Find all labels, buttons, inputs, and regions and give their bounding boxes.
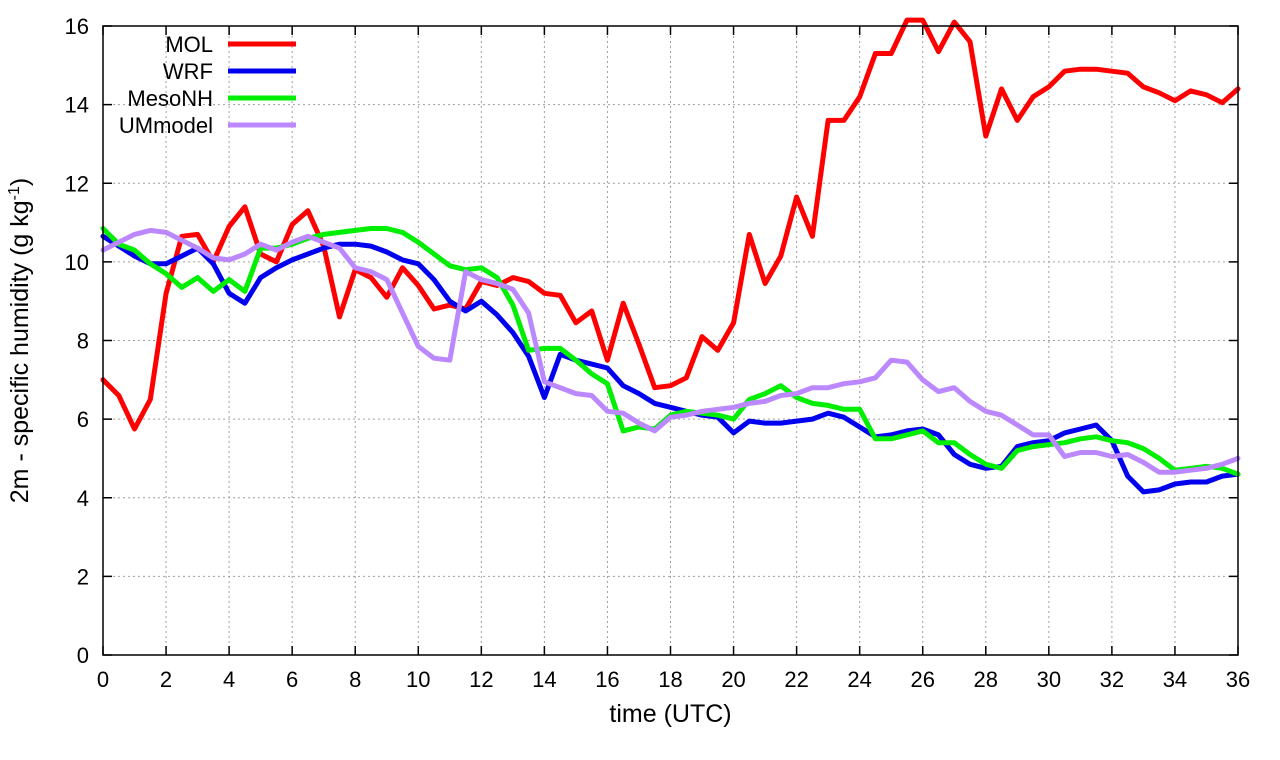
series-line-mol — [100, 17, 1241, 432]
x-tick-label: 20 — [721, 667, 745, 692]
y-tick-label: 8 — [77, 329, 89, 354]
y-axis-label: 2m - specific humidity (g kg-1) — [6, 178, 34, 503]
x-tick-label: 14 — [532, 667, 556, 692]
legend-label: MOL — [165, 32, 213, 57]
x-tick-label: 6 — [286, 667, 298, 692]
y-tick-label: 12 — [65, 171, 89, 196]
x-axis-label: time (UTC) — [609, 700, 731, 728]
legend-label: UMmodel — [119, 113, 213, 138]
grid — [103, 26, 1238, 655]
y-tick-label: 2 — [77, 564, 89, 589]
x-tick-label: 18 — [658, 667, 682, 692]
y-tick-label: 4 — [77, 486, 89, 511]
x-tick-label: 8 — [349, 667, 361, 692]
x-tick-label: 32 — [1100, 667, 1124, 692]
x-tick-label: 12 — [469, 667, 493, 692]
x-tick-label: 4 — [223, 667, 235, 692]
x-tick-label: 28 — [974, 667, 998, 692]
x-tick-label: 26 — [910, 667, 934, 692]
x-tick-label: 2 — [160, 667, 172, 692]
x-tick-label: 24 — [847, 667, 871, 692]
y-tick-label: 10 — [65, 250, 89, 275]
series-lines — [100, 17, 1241, 495]
x-tick-label: 36 — [1226, 667, 1250, 692]
x-tick-label: 22 — [784, 667, 808, 692]
y-axis-label-sup: -1 — [6, 186, 23, 200]
series-line-ummodel — [100, 227, 1241, 475]
legend-label: MesoNH — [127, 86, 213, 111]
x-tick-label: 0 — [97, 667, 109, 692]
y-axis-label-end: ) — [6, 178, 34, 186]
x-tick-label: 30 — [1037, 667, 1061, 692]
x-tick-label: 10 — [406, 667, 430, 692]
x-tick-label: 34 — [1163, 667, 1187, 692]
series-line-wrf — [100, 233, 1241, 495]
legend-label: WRF — [163, 59, 213, 84]
y-tick-label: 14 — [65, 93, 89, 118]
x-tick-label: 16 — [595, 667, 619, 692]
y-tick-label: 6 — [77, 407, 89, 432]
axis-ticks: 0 2 4 6 8 10 12 14 16 18 20 22 24 26 28 30 32 34 360246810… — [65, 14, 1251, 692]
y-axis-label-main: 2m - specific humidity (g kg — [6, 200, 34, 503]
y-tick-label: 16 — [65, 14, 89, 39]
y-tick-label: 0 — [77, 643, 89, 668]
